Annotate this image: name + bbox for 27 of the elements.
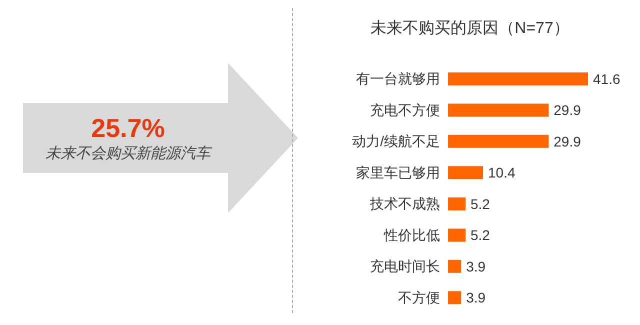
bar <box>448 228 466 242</box>
bar <box>448 260 462 273</box>
data-label: 3.9 <box>466 290 486 306</box>
data-label: 29.9 <box>554 102 582 118</box>
y-tick-label: 动力/续航不足 <box>352 133 440 150</box>
text: 未来不会购买新能源汽车 <box>44 144 214 163</box>
y-tick-label: 家里车已够用 <box>356 164 440 180</box>
bar <box>448 72 588 86</box>
y-tick-label: 技术不成熟 <box>369 196 440 212</box>
data-label: 41.6 <box>593 70 620 87</box>
y-tick-label: 有一台就够用 <box>356 70 440 87</box>
data-label: 3.9 <box>466 258 486 274</box>
data-label: 29.9 <box>554 133 582 150</box>
bar <box>448 134 549 148</box>
bar <box>448 104 549 117</box>
data-label: 5.2 <box>470 196 490 212</box>
bar <box>448 197 466 210</box>
y-tick-label: 不方便 <box>398 289 440 306</box>
y-tick-label: 充电时间长 <box>370 258 440 274</box>
y-tick-label: 性价比低 <box>383 226 440 243</box>
text: 25.7% <box>90 113 166 144</box>
chart-title: 未来不购买的原因（N=77） <box>370 18 570 39</box>
bar <box>448 166 483 180</box>
data-label: 10.4 <box>488 164 516 181</box>
bar <box>448 291 462 304</box>
data-label: 5.2 <box>470 227 490 244</box>
y-tick-label: 充电不方便 <box>370 102 440 118</box>
